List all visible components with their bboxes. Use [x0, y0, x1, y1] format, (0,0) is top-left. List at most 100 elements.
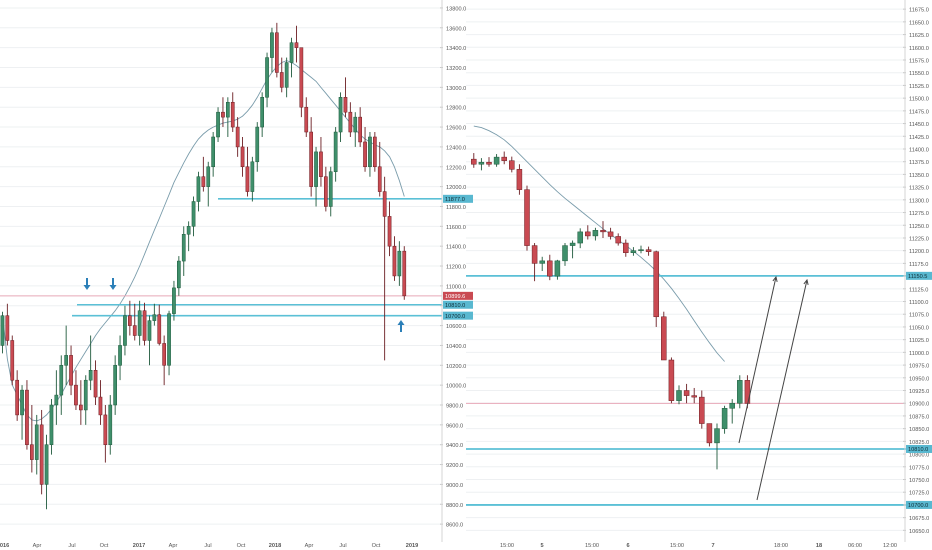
left-current-price-badge [443, 291, 473, 300]
right-y-tick-label: 11450.0 [909, 122, 929, 128]
left-y-tick-label: 9400.0 [446, 443, 463, 449]
right-y-tick-label: 11000.0 [909, 351, 929, 357]
arrow-head-icon [772, 275, 778, 282]
right-candle-body [585, 231, 591, 237]
right-candle-body [524, 189, 530, 246]
arrow-head-icon [803, 278, 809, 285]
left-candle-body [216, 111, 220, 138]
left-candle-body [299, 47, 304, 108]
right-candle-body [592, 230, 599, 237]
right-x-tick-label: 18:00 [774, 543, 788, 549]
left-candle-body [93, 370, 98, 398]
right-candle-body [668, 359, 675, 401]
left-candle-body [333, 131, 338, 172]
left-candle-body [353, 116, 358, 133]
right-candle-body [486, 161, 492, 165]
left-x-tick-label: Oct [372, 543, 381, 549]
right-candle-body [714, 428, 720, 444]
left-level-label: 10700.0 [445, 314, 465, 320]
left-candle-body [284, 62, 289, 88]
left-candle-body [377, 166, 382, 192]
left-candle-body [132, 325, 137, 336]
left-candle-body [382, 191, 387, 217]
left-candle-body [177, 260, 181, 289]
left-candle-body [221, 111, 225, 118]
right-y-tick-label: 11175.0 [909, 262, 928, 268]
left-x-tick-label: 2019 [406, 543, 418, 549]
right-time-axis: 15:00 5 15:00 6 15:00 7 18:00 18 06:00 12:00 [500, 543, 897, 549]
right-candle-body [516, 169, 523, 190]
left-candle-body [358, 116, 362, 143]
right-candle-body [478, 161, 485, 165]
left-y-tick-label: 10400.0 [446, 344, 466, 350]
left-candle-body [113, 365, 118, 406]
right-level-label: 10810.0 [908, 447, 928, 453]
right-candle-body [509, 160, 515, 170]
left-y-tick-label: 12000.0 [446, 185, 466, 191]
right-candle-body [699, 396, 705, 424]
left-candle-body [230, 101, 235, 128]
left-candle-body [98, 396, 103, 416]
left-y-tick-label: 8600.0 [446, 523, 463, 529]
down-arrow-icon-head [109, 285, 117, 290]
left-candle-body [30, 444, 34, 460]
left-candle-body [245, 166, 250, 192]
left-x-tick-label: 2017 [133, 543, 145, 549]
left-x-tick-label: 2018 [269, 543, 281, 549]
right-y-tick-label: 11400.0 [909, 147, 929, 153]
left-y-tick-label: 13400.0 [446, 46, 466, 52]
left-candle-body [137, 310, 142, 336]
right-y-tick-label: 11475.0 [909, 109, 929, 115]
right-ma-line [473, 125, 725, 362]
left-candle-body [0, 315, 5, 346]
left-y-tick-label: 9200.0 [446, 463, 463, 469]
right-candle-body [744, 380, 751, 404]
left-candle-body [49, 404, 54, 445]
right-y-tick-label: 11100.0 [909, 300, 928, 306]
left-candle-body [44, 444, 49, 485]
left-candle-body [387, 216, 392, 247]
left-time-axis: 2016 Apr Jul Oct 2017 Apr Jul Oct 2018 Apr Jul Oct 2… [0, 543, 418, 549]
right-candle-body [577, 231, 583, 244]
left-candle-body [186, 226, 191, 235]
left-x-tick-label: Apr [305, 543, 314, 549]
right-y-tick-label: 11275.0 [909, 211, 929, 217]
right-y-tick-label: 10650.0 [909, 529, 929, 535]
right-level-badge [906, 271, 932, 280]
right-x-tick-label: 15:00 [500, 543, 514, 549]
left-candle-body [255, 126, 260, 163]
left-candle-body [39, 424, 44, 485]
left-candle-body [88, 370, 93, 381]
left-y-tick-label: 13200.0 [446, 66, 466, 72]
right-x-tick-label: 15:00 [670, 543, 684, 549]
right-x-tick-label: 15:00 [585, 543, 599, 549]
left-candle-body [59, 365, 64, 396]
right-candle-body [501, 156, 507, 161]
right-y-tick-label: 10800.0 [909, 453, 929, 459]
right-candle-body [638, 249, 644, 251]
left-y-tick-label: 10200.0 [446, 364, 466, 370]
right-x-tick-label: 18 [816, 543, 822, 549]
right-candle-body [600, 230, 606, 233]
left-candle-body [373, 136, 377, 168]
right-y-tick-label: 11575.0 [909, 59, 929, 65]
left-candle-body [69, 355, 73, 386]
right-y-tick-label: 10850.0 [909, 427, 929, 433]
left-candle-body [260, 97, 264, 128]
right-y-tick-label: 11650.0 [909, 20, 929, 26]
left-y-tick-label: 12800.0 [446, 106, 466, 112]
left-support-levels [0, 198, 442, 317]
right-level-badge [906, 500, 932, 509]
right-candle-body [554, 260, 561, 277]
left-candle-body [402, 250, 407, 297]
right-candle-body [630, 250, 637, 253]
right-level-label: 11150.5 [908, 274, 927, 280]
left-y-tick-label: 10000.0 [446, 384, 466, 390]
left-candle-body [142, 310, 147, 341]
left-x-tick-label: 2016 [0, 543, 9, 549]
left-candle-body [74, 384, 78, 406]
left-candle-body [226, 101, 230, 118]
left-candle-body [20, 389, 24, 416]
left-candle-body [118, 345, 122, 366]
right-y-tick-label: 10825.0 [909, 440, 929, 446]
